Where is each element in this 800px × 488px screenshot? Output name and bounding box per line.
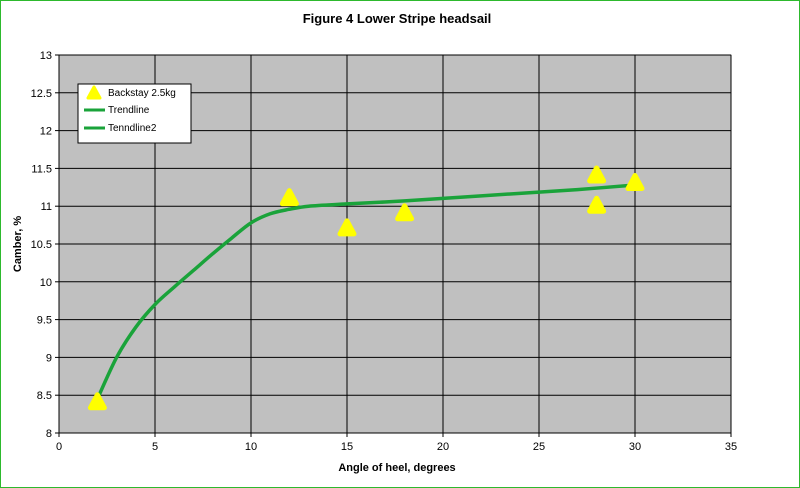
data-point-marker — [625, 173, 645, 192]
y-axis-label: Camber, % — [12, 216, 24, 272]
x-tick-label: 15 — [341, 441, 353, 453]
y-tick-label: 12 — [40, 126, 52, 138]
legend-label-backstay: Backstay 2.5kg — [108, 88, 176, 99]
series-line-1 — [95, 207, 292, 401]
grid-lines — [58, 54, 732, 434]
y-tick-label: 11 — [41, 201, 52, 213]
y-tick-label: 10 — [40, 277, 52, 289]
legend-label-trendline: Trendline — [108, 105, 150, 116]
y-axis-ticks: 8 8.5 9 9.5 10 10.5 11 11.5 12 12.5 13 — [31, 50, 59, 440]
data-point-marker — [279, 188, 299, 207]
legend: Backstay 2.5kg Trendline Tenndline2 — [77, 83, 192, 144]
data-point-marker — [587, 165, 607, 184]
legend-label-trendline2: Tenndline2 — [108, 123, 157, 134]
y-tick-label: 11.5 — [31, 163, 52, 175]
x-tick-label: 10 — [245, 441, 257, 453]
y-tick-label: 9.5 — [37, 315, 52, 327]
x-tick-label: 0 — [56, 441, 62, 453]
y-tick-label: 8 — [46, 428, 52, 440]
y-tick-label: 12.5 — [31, 88, 52, 100]
data-markers — [87, 165, 645, 411]
y-tick-label: 9 — [46, 352, 52, 364]
legend-triangle-icon — [86, 85, 102, 100]
x-tick-label: 25 — [533, 441, 545, 453]
x-axis-label: Angle of heel, degrees — [338, 462, 455, 474]
data-point-marker — [337, 218, 357, 237]
chart-title: Figure 4 Lower Stripe headsail — [303, 11, 492, 26]
data-point-marker — [587, 195, 607, 214]
data-point-marker — [395, 203, 415, 222]
series-line-2 — [287, 183, 637, 211]
trend-lines — [95, 183, 637, 401]
x-tick-label: 20 — [437, 441, 449, 453]
data-point-marker — [87, 392, 107, 411]
y-tick-label: 10.5 — [31, 239, 52, 251]
x-tick-label: 30 — [629, 441, 641, 453]
y-tick-label: 8.5 — [37, 390, 52, 402]
y-tick-label: 13 — [40, 50, 52, 62]
x-tick-label: 35 — [725, 441, 737, 453]
x-tick-label: 5 — [152, 441, 158, 453]
x-axis-ticks: 0 5 10 15 20 25 30 35 — [56, 433, 737, 453]
